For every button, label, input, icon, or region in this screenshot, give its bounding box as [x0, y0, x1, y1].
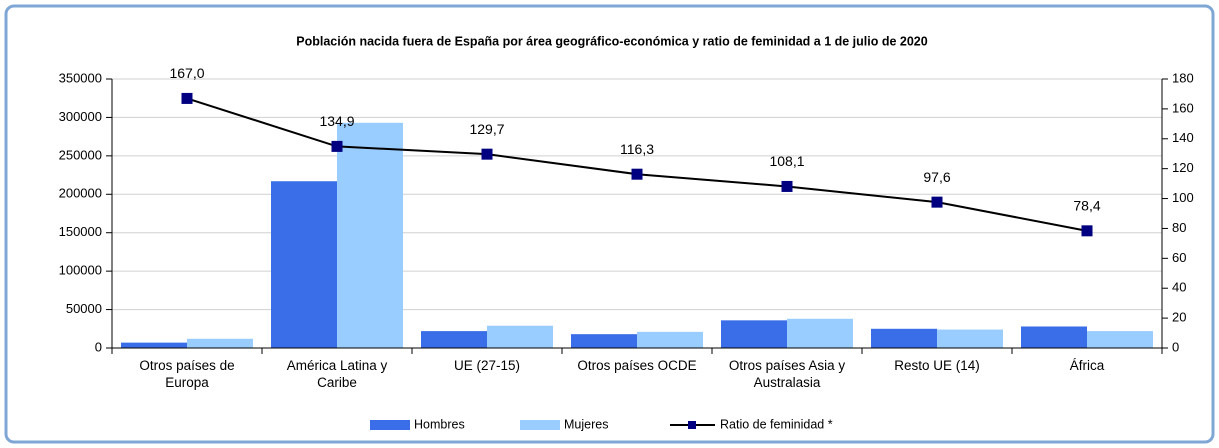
- bar: [637, 331, 703, 348]
- y-tick-label: 200000: [59, 186, 102, 201]
- marker: [631, 168, 643, 180]
- legend-label: Hombres: [414, 417, 465, 431]
- data-label: 116,3: [620, 141, 654, 157]
- marker: [331, 140, 343, 152]
- marker: [781, 180, 793, 192]
- legend-marker: [688, 421, 696, 429]
- bar: [271, 181, 337, 348]
- marker: [931, 196, 943, 208]
- y-tick-label: 350000: [59, 70, 102, 85]
- x-tick-label: Otros países de Europa: [139, 358, 235, 390]
- y-tick-label: 300000: [59, 109, 102, 124]
- bar: [337, 122, 403, 349]
- x-tick-label: América Latina y Caribe: [286, 358, 388, 390]
- y2-tick-label: 180: [1172, 70, 1194, 85]
- y2-tick-label: 60: [1172, 250, 1186, 265]
- y-tick-label: 50000: [66, 301, 102, 316]
- y2-tick-label: 140: [1172, 130, 1194, 145]
- data-label: 129,7: [469, 121, 504, 137]
- bar: [571, 334, 637, 348]
- marker: [481, 148, 493, 160]
- y2-tick-label: 80: [1172, 220, 1186, 235]
- data-label: 108,1: [769, 153, 804, 169]
- bar: [721, 320, 787, 348]
- chart-title: Población nacida fuera de España por áre…: [296, 34, 927, 48]
- legend-label: Ratio de feminidad *: [720, 417, 833, 431]
- bar: [1087, 331, 1153, 348]
- legend-swatch: [370, 420, 410, 430]
- x-tick-label: África: [1069, 358, 1105, 373]
- bar: [1021, 326, 1087, 348]
- bar: [871, 328, 937, 348]
- y2-tick-label: 120: [1172, 160, 1194, 175]
- y2-tick-label: 0: [1172, 339, 1179, 354]
- y-tick-label: 150000: [59, 224, 102, 239]
- data-label: 167,0: [169, 65, 204, 81]
- y-tick-label: 250000: [59, 147, 102, 162]
- bar: [937, 329, 1003, 348]
- y-tick-label: 100000: [59, 263, 102, 278]
- y2-tick-label: 100: [1172, 190, 1194, 205]
- y2-tick-label: 20: [1172, 310, 1186, 325]
- bar: [787, 318, 853, 348]
- bar: [421, 331, 487, 348]
- data-label: 97,6: [923, 169, 950, 185]
- data-label: 134,9: [319, 113, 354, 129]
- legend-label: Mujeres: [564, 417, 608, 431]
- x-tick-label: Resto UE (14): [894, 358, 980, 373]
- legend-swatch: [520, 420, 560, 430]
- y2-tick-label: 160: [1172, 100, 1194, 115]
- bar: [487, 325, 553, 348]
- marker: [1081, 225, 1093, 237]
- data-label: 78,4: [1073, 198, 1100, 214]
- bar: [187, 338, 253, 348]
- marker: [181, 92, 193, 104]
- y-tick-label: 0: [95, 339, 102, 354]
- y2-tick-label: 40: [1172, 280, 1186, 295]
- x-tick-label: Otros países Asia y Australasia: [728, 358, 846, 390]
- x-tick-label: UE (27-15): [453, 358, 521, 373]
- x-tick-label: Otros países OCDE: [577, 358, 697, 373]
- bar: [121, 342, 187, 348]
